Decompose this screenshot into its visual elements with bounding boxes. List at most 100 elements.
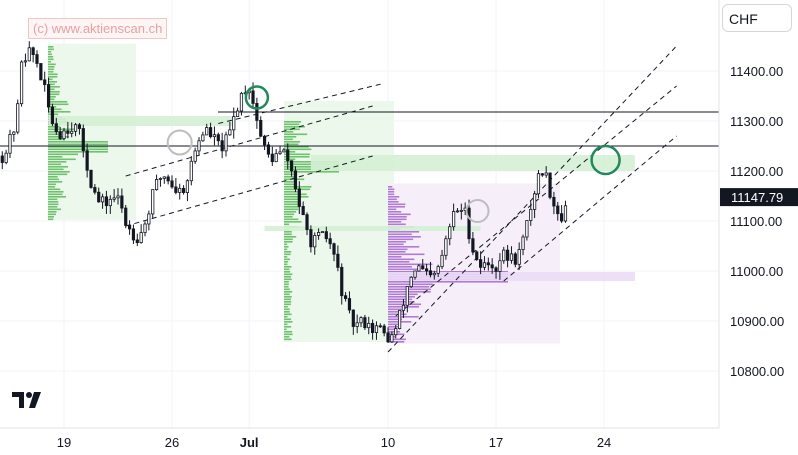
volume-bar [48, 146, 108, 148]
candle-body [556, 205, 560, 215]
volume-bar [388, 296, 415, 298]
candle-body [502, 249, 506, 262]
tradingview-logo-icon: TV [12, 392, 41, 408]
volume-bar [388, 288, 431, 291]
volume-bar [48, 216, 54, 218]
x-axis[interactable]: 19 26 Jul 10 17 24 [57, 435, 612, 450]
candle-body [328, 238, 332, 245]
y-axis[interactable]: 11400.00 11300.00 11200.00 11100.00 11000.00… [730, 64, 784, 379]
candle-body [313, 235, 317, 248]
candle-body [201, 134, 205, 142]
volume-bar [388, 231, 420, 233]
candle-body [332, 243, 336, 255]
volume-bar [48, 173, 68, 176]
volume-bar [48, 166, 69, 168]
currency-button[interactable]: CHF [722, 4, 792, 32]
volume-bar [388, 186, 393, 188]
volume-bar [284, 283, 289, 286]
volume-bar [48, 108, 62, 111]
volume-bar [284, 316, 288, 318]
trend-line [387, 45, 677, 353]
volume-bar [284, 183, 295, 186]
volume-bar [388, 243, 404, 246]
candle-body [108, 198, 112, 207]
candle-body [166, 176, 170, 182]
volume-bar [284, 246, 289, 248]
candle-body [50, 106, 55, 125]
trend-line [218, 83, 384, 124]
candle-body [563, 205, 568, 222]
volume-bar [388, 246, 420, 248]
candle-body [425, 268, 429, 272]
candle-body [305, 214, 309, 230]
candle-body [401, 304, 406, 311]
volume-bar [48, 178, 59, 181]
candle-body [436, 266, 440, 274]
volume-bar [284, 171, 339, 173]
volume-bar [284, 243, 288, 246]
volume-bar [48, 73, 58, 76]
candle-body [31, 47, 35, 55]
volume-bar [284, 241, 293, 243]
volume-bar [284, 203, 302, 206]
candle-body [131, 228, 136, 241]
volume-bar [284, 326, 292, 328]
volume-bar [284, 298, 291, 301]
volume-bar [284, 251, 292, 253]
volume-bar [284, 193, 307, 196]
volume-bar [284, 123, 300, 126]
volume-bar [388, 326, 400, 328]
candle-body [16, 103, 20, 133]
last-price-label: 11147.79 [720, 188, 798, 207]
candle-body [467, 207, 471, 240]
candle-body [494, 267, 498, 272]
candle-body [73, 124, 78, 132]
candle-body [521, 236, 525, 250]
volume-bar [284, 256, 288, 258]
y-tick-label: 11300.00 [730, 114, 783, 129]
candle-body [8, 133, 12, 154]
x-tick-label: Jul [240, 435, 259, 450]
volume-bar [48, 63, 56, 66]
volume-bar [388, 341, 405, 343]
volume-bar [388, 193, 395, 196]
volume-bar [48, 198, 58, 201]
candle-body [309, 229, 313, 248]
volume-bar [284, 288, 290, 291]
candle-body [448, 226, 452, 240]
candle-body [205, 127, 209, 136]
volume-bar [388, 301, 415, 303]
volume-bar [48, 58, 54, 61]
candle-body [224, 134, 228, 152]
volume-bar [48, 176, 58, 178]
candle-body [548, 172, 552, 198]
volume-bar [284, 216, 293, 218]
volume-bar [48, 56, 54, 58]
volume-bar [284, 141, 301, 143]
candle-body [482, 262, 487, 268]
candle-body [189, 160, 193, 182]
highlight-circles [166, 85, 621, 223]
x-tick-label: 19 [57, 435, 71, 450]
volume-bar [284, 336, 290, 338]
volume-bar [284, 238, 293, 241]
candle-body [255, 103, 259, 121]
candle-body [513, 253, 517, 265]
volume-bar [284, 236, 297, 238]
candle-body [452, 211, 456, 228]
volume-bar [284, 328, 287, 331]
volume-bar [284, 131, 294, 133]
volume-bar [48, 81, 57, 83]
volume-bar [388, 211, 402, 213]
volume-bar [284, 253, 291, 256]
candle-body [536, 173, 541, 195]
volume-bar [284, 148, 312, 151]
volume-bar [284, 338, 292, 341]
volume-bar [48, 91, 60, 93]
candle-body [289, 160, 294, 172]
candle-body [174, 186, 178, 193]
volume-bar [284, 231, 292, 233]
volume-bar [388, 251, 406, 253]
volume-bar [48, 161, 67, 163]
